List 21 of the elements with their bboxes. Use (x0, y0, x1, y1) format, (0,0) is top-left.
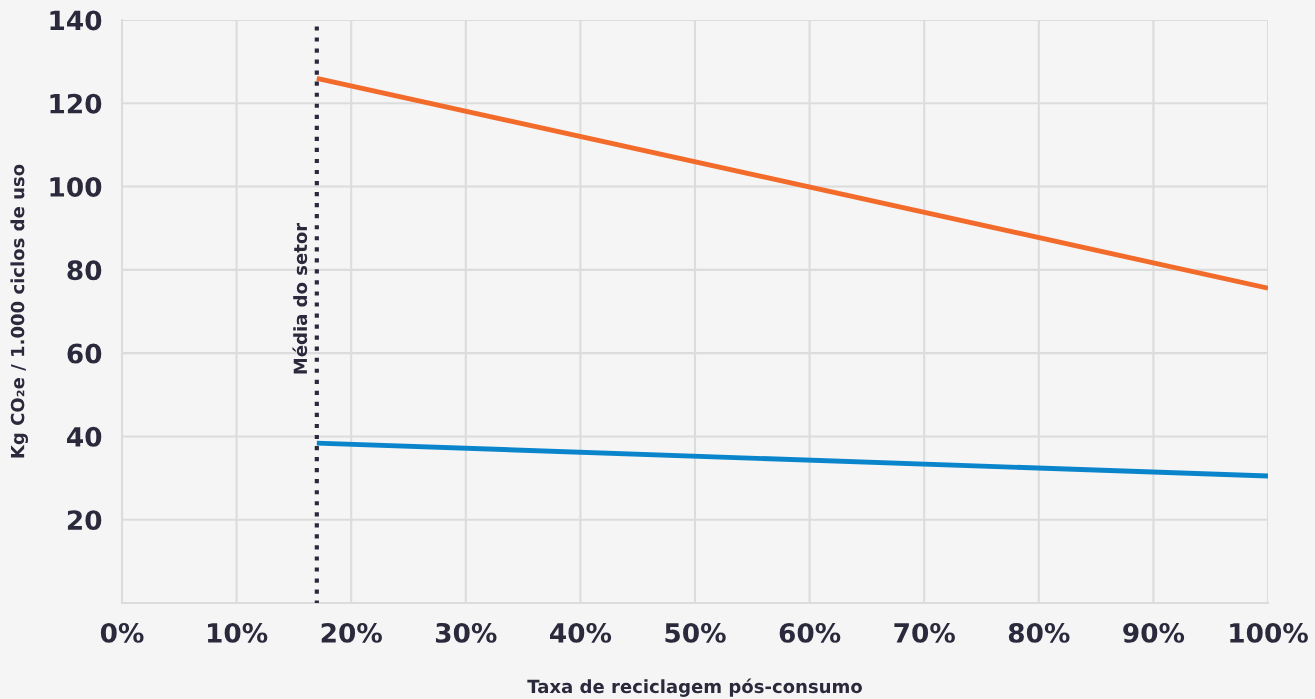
x-tick-label: 10% (207, 622, 268, 643)
x-tick-label: 40% (550, 622, 612, 643)
x-axis-title: Taxa de reciclagem pós-consumo (527, 678, 862, 697)
y-tick-label: 60 (67, 343, 102, 364)
x-tick-label: 80% (1008, 622, 1070, 643)
x-tick-label: 90% (1123, 622, 1185, 643)
x-tick-label: 70% (894, 622, 955, 643)
ref-line-label: Média do setor (292, 222, 308, 374)
y-tick-label: 120 (50, 93, 102, 114)
x-tick-label: 30% (435, 622, 497, 643)
x-tick-label: 0% (100, 622, 144, 643)
y-tick-label: 80 (67, 260, 102, 281)
x-tick-label: 50% (665, 622, 726, 643)
y-tick-label: 40 (67, 426, 102, 447)
y-tick-label: 100 (50, 177, 102, 197)
x-tick-label: 100% (1230, 622, 1308, 643)
x-tick-label: 20% (321, 622, 382, 643)
y-tick-label: 140 (50, 10, 102, 31)
y-axis-title: Kg CO₂e / 1.000 ciclos de uso (10, 164, 29, 458)
x-tick-label: 60% (779, 622, 841, 643)
y-tick-label: 20 (67, 510, 102, 531)
